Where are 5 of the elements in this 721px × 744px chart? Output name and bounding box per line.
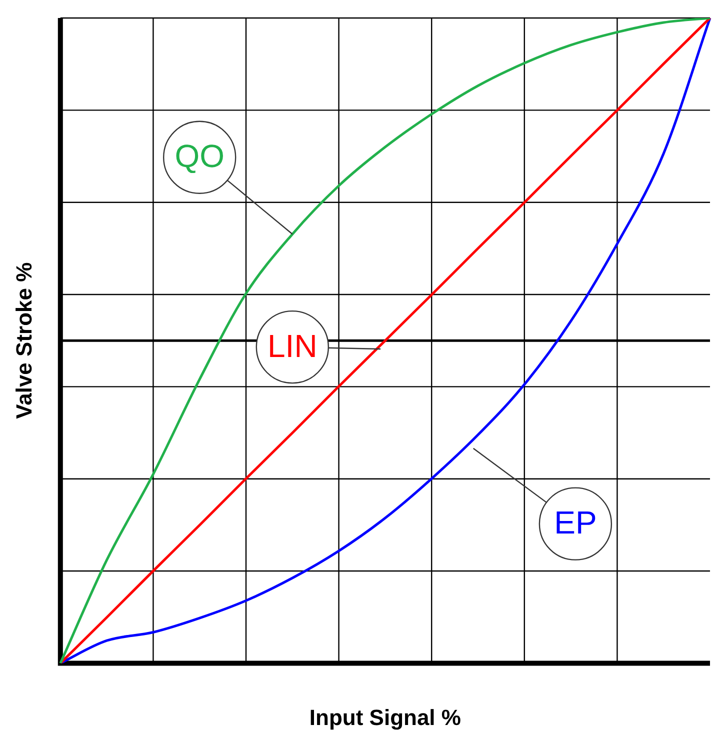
y-axis-title: Valve Stroke % <box>11 262 36 419</box>
series-label: LIN <box>268 328 318 364</box>
x-axis-title: Input Signal % <box>309 704 461 730</box>
text: QO <box>174 138 224 174</box>
text: EP <box>554 504 597 541</box>
